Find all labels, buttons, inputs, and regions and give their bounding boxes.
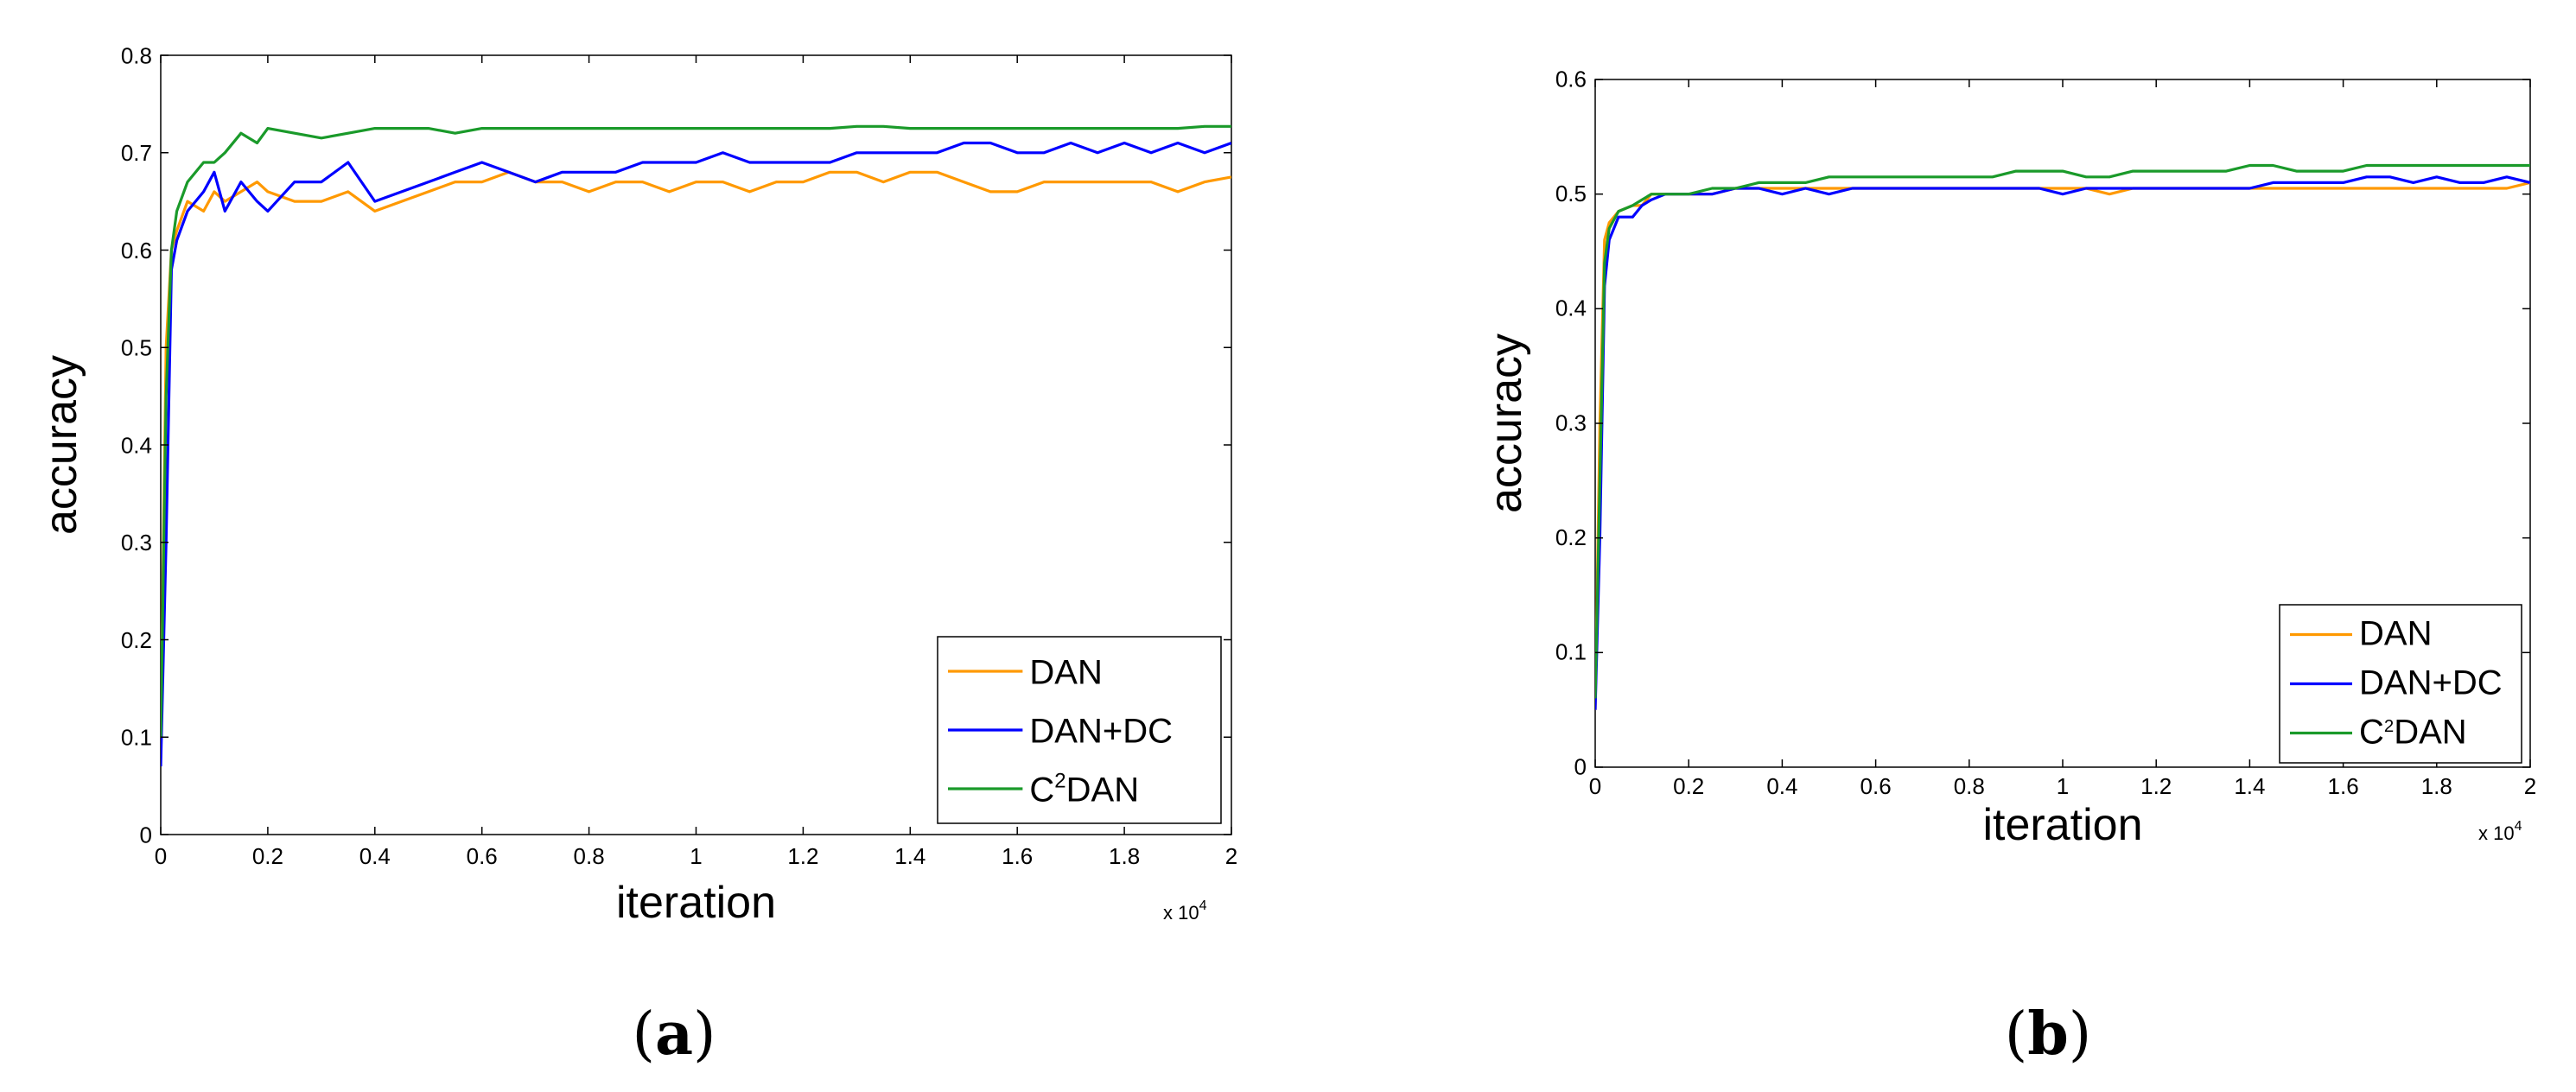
y-tick-label: 0 <box>1574 753 1587 779</box>
x-tick-label: 1.2 <box>787 843 818 869</box>
x-tick-label: 1.8 <box>1109 843 1140 869</box>
x-tick-label: 1.4 <box>2234 773 2265 799</box>
x-tick-label: 0.2 <box>1673 773 1704 799</box>
x-tick-label: 1.6 <box>2328 773 2359 799</box>
y-tick-label: 0.8 <box>121 42 152 68</box>
series-line-2 <box>161 124 1231 738</box>
chart-panel-b: 0 0.2 0.4 0.6 0.8 1 1.2 1.4 1.6 1.8 2 0 0.1 0.2 0.3 0.4… <box>1481 66 2536 1069</box>
x-tick-label: 0.8 <box>574 843 605 869</box>
x-tick-label: 0.4 <box>1766 773 1797 799</box>
y-tick-label: 0.1 <box>1555 639 1587 665</box>
x-tick-label: 1.4 <box>894 843 925 869</box>
x-axis-multiplier-base: x 10 <box>1163 902 1199 924</box>
x-tick-label: 0.6 <box>1860 773 1892 799</box>
panel-caption-letter: b <box>2027 1000 2069 1069</box>
panel-caption: (b) <box>2005 1000 2092 1069</box>
x-tick-label: 0 <box>1589 773 1601 799</box>
x-axis-label: iteration <box>1983 800 2143 850</box>
x-axis-multiplier-base: x 10 <box>2478 822 2515 844</box>
x-tick-label: 1.8 <box>2421 773 2452 799</box>
x-axis-label: iteration <box>616 878 776 928</box>
y-axis-label: accuracy <box>1481 333 1531 513</box>
y-tick-label: 0.6 <box>1555 66 1587 92</box>
legend-label-0: DAN <box>2359 615 2432 653</box>
y-tick-label: 0.4 <box>121 432 152 458</box>
x-tick-label: 0 <box>155 843 167 869</box>
series-line-1 <box>1595 175 2530 710</box>
x-tick-label: 2 <box>1225 843 1237 869</box>
legend-label-1: DAN+DC <box>1029 712 1173 750</box>
y-tick-label: 0.2 <box>121 627 152 653</box>
series-line-2 <box>1595 163 2530 699</box>
y-tick-label: 0.5 <box>1555 181 1587 206</box>
y-tick-label: 0.6 <box>121 238 152 263</box>
series-lines <box>1595 163 2530 710</box>
series-line-0 <box>161 170 1231 738</box>
y-tick-label: 0.1 <box>121 725 152 751</box>
legend: DAN DAN+DC C2DAN <box>937 636 1222 824</box>
x-tick-label: 0.8 <box>1954 773 1985 799</box>
legend-label-1: DAN+DC <box>2359 664 2503 702</box>
legend-label-0: DAN <box>1029 653 1102 691</box>
x-axis-multiplier: x 104 <box>2478 819 2522 844</box>
x-tick-label: 1.6 <box>1002 843 1033 869</box>
x-axis-multiplier-exponent: 4 <box>1199 898 1207 913</box>
x-tick-label: 0.4 <box>359 843 391 869</box>
y-axis-label: accuracy <box>36 355 86 535</box>
y-tick-label: 0.5 <box>121 335 152 361</box>
series-lines <box>161 124 1231 767</box>
x-axis-multiplier-exponent: 4 <box>2515 819 2522 834</box>
y-tick-label: 0.3 <box>121 530 152 556</box>
x-tick-label: 1 <box>2057 773 2069 799</box>
y-tick-label: 0 <box>140 822 152 848</box>
legend-label-2: C2DAN <box>1029 769 1139 809</box>
y-tick-label: 0.2 <box>1555 524 1587 550</box>
series-line-1 <box>161 141 1231 767</box>
chart-panel-a: 0 0.2 0.4 0.6 0.8 1 1.2 1.4 1.6 1.8 2 0 0.1 0.2 0.3 0.4… <box>36 42 1237 1069</box>
x-tick-label: 0.6 <box>467 843 498 869</box>
x-tick-label: 0.2 <box>252 843 283 869</box>
x-tick-label: 1 <box>690 843 702 869</box>
legend: DAN DAN+DC C2DAN <box>2279 604 2522 764</box>
y-tick-label: 0.4 <box>1555 295 1587 321</box>
x-tick-label: 1.2 <box>2140 773 2172 799</box>
legend-label-2: C2DAN <box>2359 714 2467 752</box>
panel-caption-letter: a <box>655 1000 693 1069</box>
x-tick-label: 2 <box>2524 773 2536 799</box>
panel-caption: (a) <box>632 1000 716 1069</box>
y-tick-label: 0.7 <box>121 140 152 166</box>
x-axis-multiplier: x 104 <box>1163 898 1207 924</box>
y-tick-label: 0.3 <box>1555 410 1587 435</box>
